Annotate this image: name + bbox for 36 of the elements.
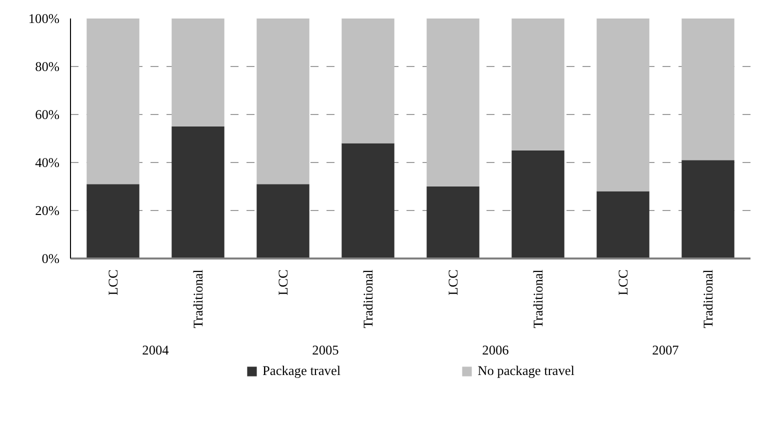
y-tick-label: 80% [35, 59, 60, 74]
x-tick-label: LCC [276, 269, 290, 296]
bar [172, 126, 224, 258]
legend-label: No package travel [478, 363, 575, 379]
x-tick-label: LCC [616, 269, 630, 296]
x-tick-label: Traditional [190, 269, 206, 328]
bar [512, 150, 564, 258]
bar [86, 184, 140, 258]
y-tick-label: 60% [35, 107, 60, 122]
bar [682, 160, 734, 258]
x-tick-label: Traditional [700, 269, 716, 328]
bar [342, 18, 394, 144]
x-tick-label: LCC [106, 269, 120, 296]
bar [256, 184, 310, 258]
y-tick-label: 20% [35, 203, 60, 218]
text: 2007 [652, 342, 680, 358]
text: 2006 [482, 342, 510, 358]
y-tick-label: 100% [28, 11, 60, 26]
text: 2004 [142, 342, 170, 358]
bar [256, 18, 310, 184]
text: 2005 [312, 342, 340, 358]
bar [682, 18, 734, 160]
y-tick-label: 40% [35, 155, 60, 170]
bar [426, 18, 480, 186]
bar [426, 186, 480, 258]
x-tick-label: LCC [446, 269, 460, 296]
x-tick-label: Traditional [530, 269, 546, 328]
bar [512, 18, 564, 150]
x-tick-label: Traditional [360, 269, 376, 328]
legend-label: Package travel [262, 363, 341, 379]
bar [172, 18, 224, 126]
y-tick-label: 0% [42, 251, 60, 266]
bar [342, 143, 394, 258]
bar [596, 191, 650, 258]
bar [596, 18, 650, 192]
bar [86, 18, 140, 184]
